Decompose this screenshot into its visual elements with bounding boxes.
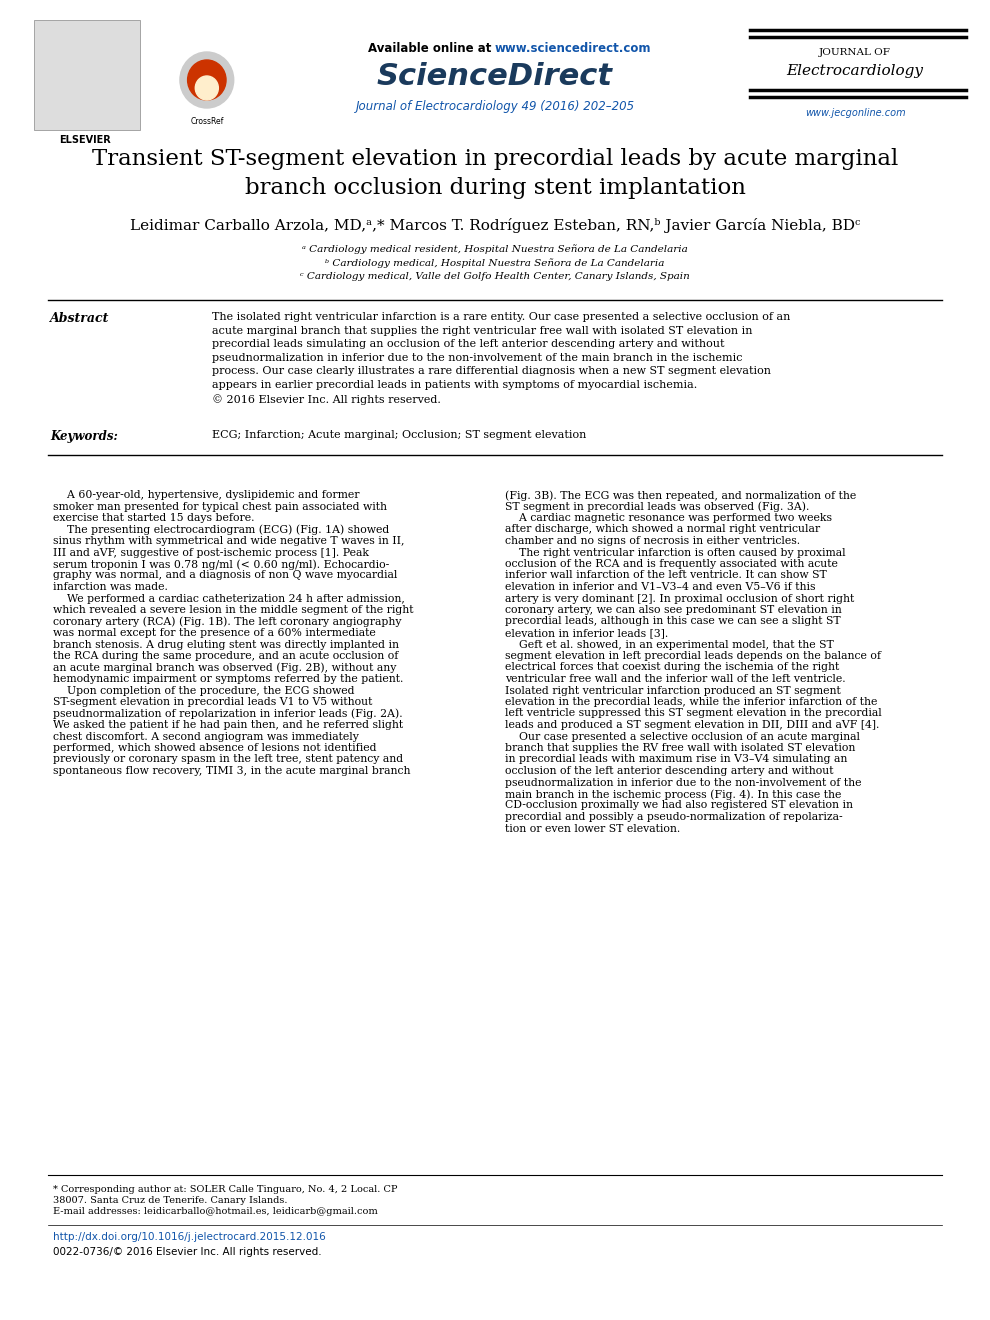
Text: ᶜ Cardiology medical, Valle del Golfo Health Center, Canary Islands, Spain: ᶜ Cardiology medical, Valle del Golfo He… (300, 272, 690, 281)
Text: branch stenosis. A drug eluting stent was directly implanted in: branch stenosis. A drug eluting stent wa… (53, 639, 399, 649)
Text: infarction was made.: infarction was made. (53, 582, 168, 591)
Text: We asked the patient if he had pain then, and he referred slight: We asked the patient if he had pain then… (53, 719, 403, 730)
Text: inferior wall infarction of the left ventricle. It can show ST: inferior wall infarction of the left ven… (505, 570, 827, 581)
Text: pseudnormalization of repolarization in inferior leads (Fig. 2A).: pseudnormalization of repolarization in … (53, 709, 403, 719)
Text: elevation in the precordial leads, while the inferior infarction of the: elevation in the precordial leads, while… (505, 697, 877, 708)
Text: Keywords:: Keywords: (50, 430, 118, 444)
Text: in precordial leads with maximum rise in V3–V4 simulating an: in precordial leads with maximum rise in… (505, 755, 847, 764)
Text: serum troponin I was 0.78 ng/ml (< 0.60 ng/ml). Echocardio-: serum troponin I was 0.78 ng/ml (< 0.60 … (53, 558, 389, 569)
Text: artery is very dominant [2]. In proximal occlusion of short right: artery is very dominant [2]. In proximal… (505, 594, 853, 603)
Text: segment elevation in left precordial leads depends on the balance of: segment elevation in left precordial lea… (505, 651, 881, 661)
Text: was normal except for the presence of a 60% intermediate: was normal except for the presence of a … (53, 628, 376, 638)
Text: an acute marginal branch was observed (Fig. 2B), without any: an acute marginal branch was observed (F… (53, 663, 397, 673)
Text: left ventricle suppressed this ST segment elevation in the precordial: left ventricle suppressed this ST segmen… (505, 709, 881, 718)
Text: smoker man presented for typical chest pain associated with: smoker man presented for typical chest p… (53, 502, 387, 511)
Text: Geft et al. showed, in an experimental model, that the ST: Geft et al. showed, in an experimental m… (505, 639, 834, 649)
Text: main branch in the ischemic process (Fig. 4). In this case the: main branch in the ischemic process (Fig… (505, 789, 841, 800)
Text: Abstract: Abstract (50, 312, 110, 325)
Text: The isolated right ventricular infarction is a rare entity. Our case presented a: The isolated right ventricular infarctio… (212, 312, 790, 405)
Text: occlusion of the RCA and is frequently associated with acute: occlusion of the RCA and is frequently a… (505, 558, 838, 569)
Text: precordial leads, although in this case we can see a slight ST: precordial leads, although in this case … (505, 616, 841, 627)
Text: Electrocardiology: Electrocardiology (787, 63, 924, 78)
Text: III and aVF, suggestive of post-ischemic process [1]. Peak: III and aVF, suggestive of post-ischemic… (53, 548, 369, 557)
Text: www.jecgonline.com: www.jecgonline.com (805, 108, 906, 117)
Text: ᵃ Cardiology medical resident, Hospital Nuestra Señora de La Candelaria: ᵃ Cardiology medical resident, Hospital … (302, 244, 688, 253)
Text: performed, which showed absence of lesions not identified: performed, which showed absence of lesio… (53, 743, 376, 752)
Text: ᵇ Cardiology medical, Hospital Nuestra Señora de La Candelaria: ᵇ Cardiology medical, Hospital Nuestra S… (326, 257, 664, 268)
Text: elevation in inferior leads [3].: elevation in inferior leads [3]. (505, 628, 668, 638)
Text: chamber and no signs of necrosis in either ventricles.: chamber and no signs of necrosis in eith… (505, 536, 800, 546)
Text: spontaneous flow recovery, TIMI 3, in the acute marginal branch: spontaneous flow recovery, TIMI 3, in th… (53, 766, 411, 776)
Text: (Fig. 3B). The ECG was then repeated, and normalization of the: (Fig. 3B). The ECG was then repeated, an… (505, 490, 856, 500)
Text: branch that supplies the RV free wall with isolated ST elevation: branch that supplies the RV free wall wi… (505, 743, 855, 752)
Circle shape (180, 51, 234, 108)
Text: electrical forces that coexist during the ischemia of the right: electrical forces that coexist during th… (505, 663, 839, 672)
Text: coronary artery (RCA) (Fig. 1B). The left coronary angiography: coronary artery (RCA) (Fig. 1B). The lef… (53, 616, 402, 627)
Text: E-mail addresses: leidicarballo@hotmail.es, leidicarb@gmail.com: E-mail addresses: leidicarballo@hotmail.… (53, 1206, 378, 1216)
Text: CD-occlusion proximally we had also registered ST elevation in: CD-occlusion proximally we had also regi… (505, 800, 852, 810)
Text: previously or coronary spasm in the left tree, stent patency and: previously or coronary spasm in the left… (53, 755, 403, 764)
Text: A 60-year-old, hypertensive, dyslipidemic and former: A 60-year-old, hypertensive, dyslipidemi… (53, 490, 359, 500)
Text: We performed a cardiac catheterization 24 h after admission,: We performed a cardiac catheterization 2… (53, 594, 405, 603)
Text: Transient ST-segment elevation in precordial leads by acute marginal
branch occl: Transient ST-segment elevation in precor… (92, 148, 898, 199)
Text: graphy was normal, and a diagnosis of non Q wave myocardial: graphy was normal, and a diagnosis of no… (53, 570, 398, 581)
Circle shape (195, 77, 219, 100)
Text: occlusion of the left anterior descending artery and without: occlusion of the left anterior descendin… (505, 766, 834, 776)
Text: coronary artery, we can also see predominant ST elevation in: coronary artery, we can also see predomi… (505, 605, 842, 615)
Text: the RCA during the same procedure, and an acute occlusion of: the RCA during the same procedure, and a… (53, 651, 399, 661)
Circle shape (188, 59, 226, 100)
Text: JOURNAL OF: JOURNAL OF (820, 48, 891, 57)
Text: sinus rhythm with symmetrical and wide negative T waves in II,: sinus rhythm with symmetrical and wide n… (53, 536, 405, 546)
Text: ventricular free wall and the inferior wall of the left ventricle.: ventricular free wall and the inferior w… (505, 675, 845, 684)
Text: ST segment in precordial leads was observed (Fig. 3A).: ST segment in precordial leads was obser… (505, 502, 809, 512)
Text: after discharge, which showed a normal right ventricular: after discharge, which showed a normal r… (505, 524, 820, 535)
Text: Available online at: Available online at (367, 42, 495, 55)
Text: ELSEVIER: ELSEVIER (59, 135, 111, 145)
Text: * Corresponding author at: SOLER Calle Tinguaro, No. 4, 2 Local. CP: * Corresponding author at: SOLER Calle T… (53, 1185, 398, 1195)
Text: A cardiac magnetic resonance was performed two weeks: A cardiac magnetic resonance was perform… (505, 513, 832, 523)
Text: Leidimar Carballo Arzola, MD,ᵃ,* Marcos T. Rodríguez Esteban, RN,ᵇ Javier García: Leidimar Carballo Arzola, MD,ᵃ,* Marcos … (130, 218, 860, 234)
Text: exercise that started 15 days before.: exercise that started 15 days before. (53, 513, 254, 523)
Text: CrossRef: CrossRef (190, 117, 224, 125)
Text: tion or even lower ST elevation.: tion or even lower ST elevation. (505, 824, 680, 833)
Text: The right ventricular infarction is often caused by proximal: The right ventricular infarction is ofte… (505, 548, 845, 557)
Text: Our case presented a selective occlusion of an acute marginal: Our case presented a selective occlusion… (505, 731, 859, 742)
Text: Isolated right ventricular infarction produced an ST segment: Isolated right ventricular infarction pr… (505, 685, 841, 696)
Text: The presenting electrocardiogram (ECG) (Fig. 1A) showed: The presenting electrocardiogram (ECG) (… (53, 524, 389, 535)
Text: elevation in inferior and V1–V3–4 and even V5–V6 if this: elevation in inferior and V1–V3–4 and ev… (505, 582, 815, 591)
Text: precordial and possibly a pseudo-normalization of repolariza-: precordial and possibly a pseudo-normali… (505, 812, 842, 822)
Text: http://dx.doi.org/10.1016/j.jelectrocard.2015.12.016: http://dx.doi.org/10.1016/j.jelectrocard… (53, 1232, 326, 1242)
Text: Journal of Electrocardiology 49 (2016) 202–205: Journal of Electrocardiology 49 (2016) 2… (355, 100, 635, 114)
Text: which revealed a severe lesion in the middle segment of the right: which revealed a severe lesion in the mi… (53, 605, 414, 615)
Text: ECG; Infarction; Acute marginal; Occlusion; ST segment elevation: ECG; Infarction; Acute marginal; Occlusi… (212, 430, 586, 440)
Bar (34, 20, 140, 129)
Text: leads and produced a ST segment elevation in DII, DIII and aVF [4].: leads and produced a ST segment elevatio… (505, 719, 879, 730)
Text: 38007. Santa Cruz de Tenerife. Canary Islands.: 38007. Santa Cruz de Tenerife. Canary Is… (53, 1196, 288, 1205)
Text: chest discomfort. A second angiogram was immediately: chest discomfort. A second angiogram was… (53, 731, 359, 742)
Text: 0022-0736/© 2016 Elsevier Inc. All rights reserved.: 0022-0736/© 2016 Elsevier Inc. All right… (53, 1247, 322, 1257)
Text: ST-segment elevation in precordial leads V1 to V5 without: ST-segment elevation in precordial leads… (53, 697, 372, 708)
Text: hemodynamic impairment or symptoms referred by the patient.: hemodynamic impairment or symptoms refer… (53, 675, 404, 684)
Text: www.sciencedirect.com: www.sciencedirect.com (495, 42, 651, 55)
Text: pseudnormalization in inferior due to the non-involvement of the: pseudnormalization in inferior due to th… (505, 777, 861, 788)
Text: Upon completion of the procedure, the ECG showed: Upon completion of the procedure, the EC… (53, 685, 354, 696)
Text: ScienceDirect: ScienceDirect (377, 62, 613, 91)
